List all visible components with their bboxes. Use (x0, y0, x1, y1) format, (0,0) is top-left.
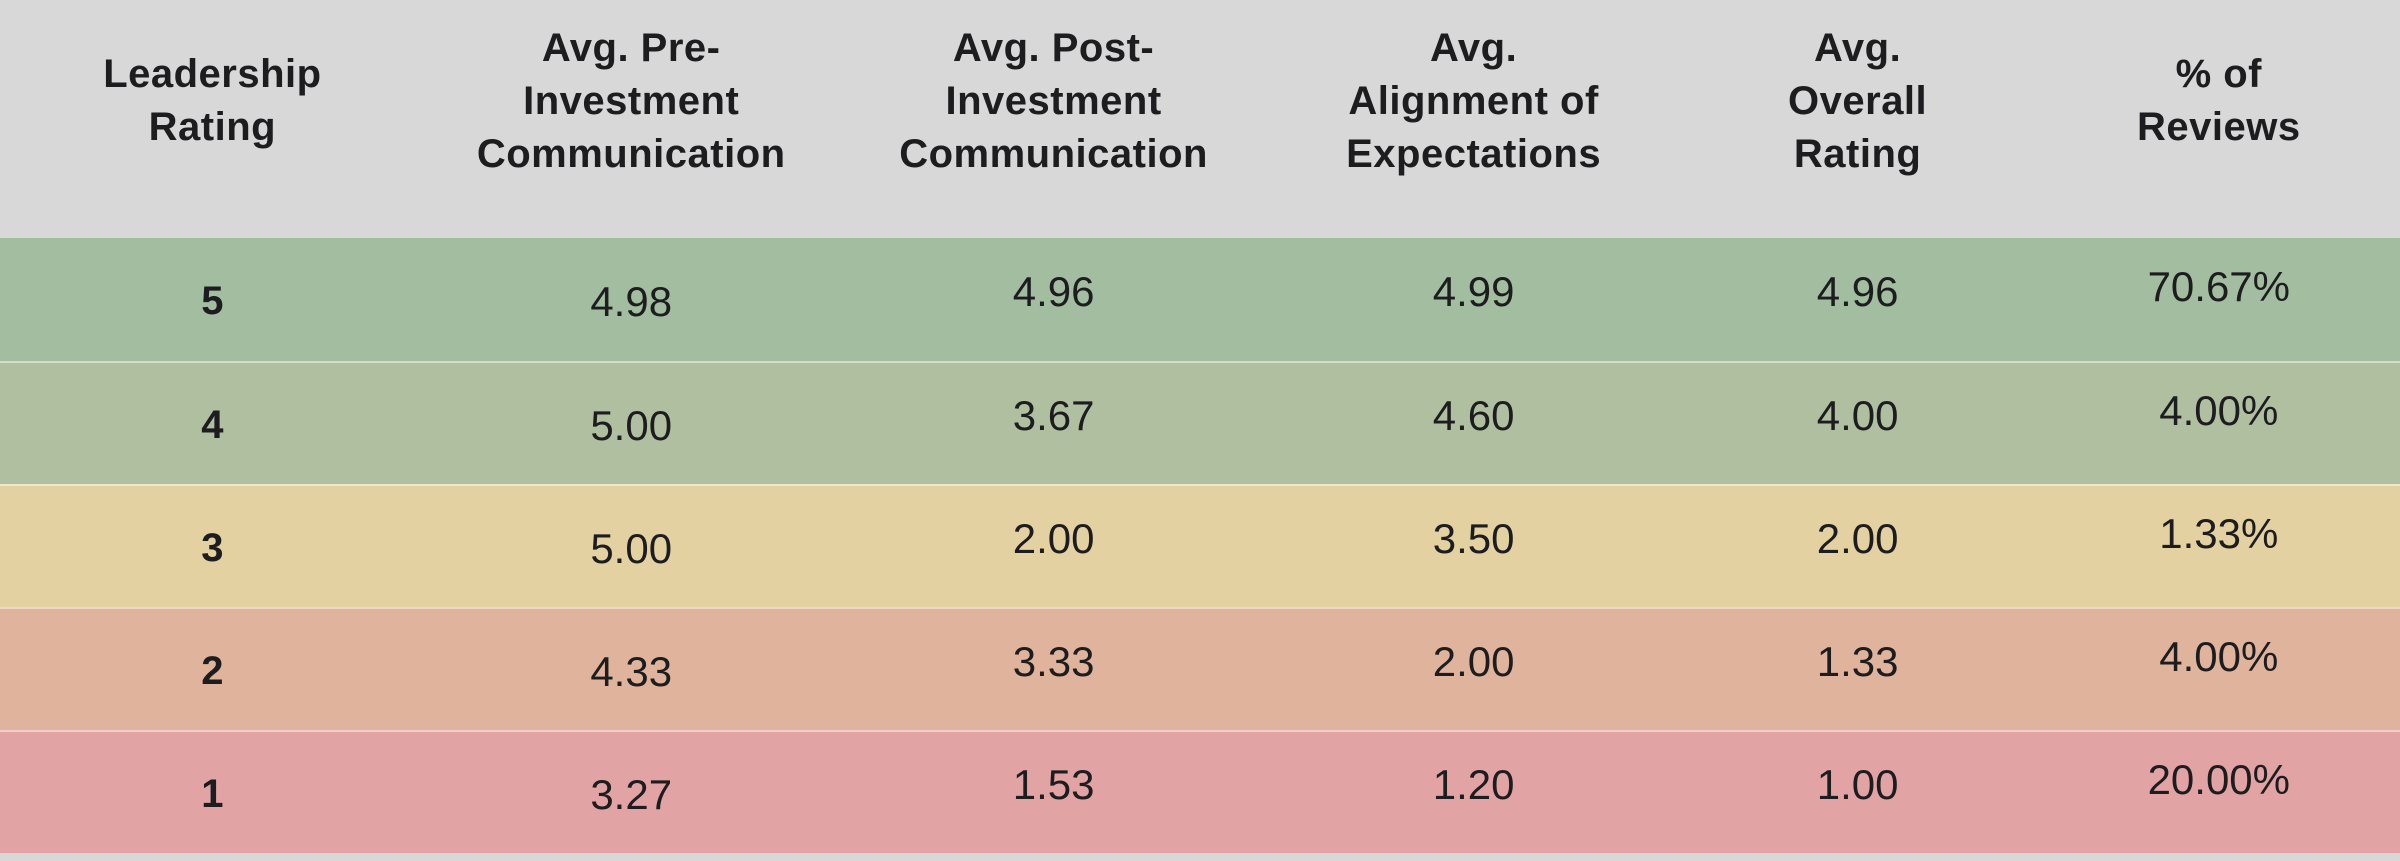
cell-percent-of-reviews: 20.00% (2147, 755, 2291, 803)
cell-avg-pre-investment-communication: 3.27 (590, 770, 673, 818)
cell-leadership-rating: 3 (201, 526, 224, 570)
table-bottom-edge (0, 853, 2400, 861)
column-header-avg-post-investment-communication: Avg. Post- Investment Communication (899, 25, 1208, 176)
column-header-avg-alignment-of-expectations: Avg. Alignment of Expectations (1346, 25, 1602, 176)
cell-avg-overall-rating: 2.00 (1816, 514, 1899, 562)
column-header-avg-pre-investment-communication: Avg. Pre- Investment Communication (476, 25, 786, 176)
table-row-rating-4: 4 5.00 3.67 4.60 4.00 4.00% (0, 361, 2400, 484)
cell-leadership-rating: 5 (201, 279, 224, 323)
table-row-rating-3: 3 5.00 2.00 3.50 2.00 1.33% (0, 484, 2400, 607)
cell-avg-post-investment-communication: 3.67 (1012, 391, 1095, 439)
table-row-rating-5: 5 4.98 4.96 4.99 4.96 70.67% (0, 238, 2400, 361)
cell-avg-alignment-of-expectations: 4.60 (1432, 391, 1515, 439)
cell-leadership-rating: 4 (201, 403, 224, 447)
cell-percent-of-reviews: 70.67% (2147, 262, 2291, 310)
cell-percent-of-reviews: 4.00% (2159, 386, 2279, 434)
cell-avg-alignment-of-expectations: 1.20 (1432, 760, 1515, 808)
cell-avg-post-investment-communication: 4.96 (1012, 267, 1095, 315)
cell-percent-of-reviews: 1.33% (2159, 509, 2279, 557)
cell-leadership-rating: 1 (201, 772, 224, 816)
cell-avg-alignment-of-expectations: 4.99 (1432, 267, 1515, 315)
table-row-rating-2: 2 4.33 3.33 2.00 1.33 4.00% (0, 607, 2400, 730)
table-row-rating-1: 1 3.27 1.53 1.20 1.00 20.00% (0, 730, 2400, 853)
cell-avg-post-investment-communication: 3.33 (1012, 637, 1095, 685)
table-header-row: Leadership Rating Avg. Pre- Investment C… (0, 0, 2400, 238)
cell-avg-post-investment-communication: 2.00 (1012, 514, 1095, 562)
cell-avg-post-investment-communication: 1.53 (1012, 760, 1095, 808)
cell-avg-overall-rating: 4.00 (1816, 391, 1899, 439)
cell-avg-pre-investment-communication: 4.33 (590, 647, 673, 695)
cell-leadership-rating: 2 (201, 649, 224, 693)
cell-avg-overall-rating: 4.96 (1816, 267, 1899, 315)
cell-avg-pre-investment-communication: 5.00 (590, 524, 673, 572)
column-header-percent-of-reviews: % of Reviews (2136, 52, 2301, 149)
cell-avg-pre-investment-communication: 4.98 (590, 277, 673, 325)
column-header-avg-overall-rating: Avg. Overall Rating (1788, 25, 1928, 176)
cell-avg-overall-rating: 1.00 (1816, 760, 1899, 808)
cell-avg-alignment-of-expectations: 3.50 (1432, 514, 1515, 562)
cell-avg-overall-rating: 1.33 (1816, 637, 1899, 685)
cell-percent-of-reviews: 4.00% (2159, 632, 2279, 680)
column-header-leadership-rating: Leadership Rating (103, 52, 322, 149)
cell-avg-pre-investment-communication: 5.00 (590, 401, 673, 449)
cell-avg-alignment-of-expectations: 2.00 (1432, 637, 1515, 685)
